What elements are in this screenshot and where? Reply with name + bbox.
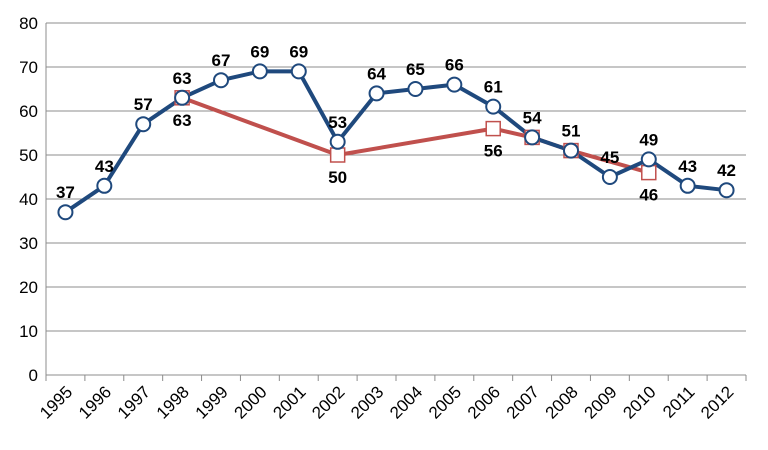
series-1-data-label: 53 [328,113,347,132]
series-2-point [329,147,346,163]
series-1-point [96,177,113,194]
series-markers [57,63,735,221]
series-1-point [174,89,191,106]
x-tick-label: 2011 [659,382,698,421]
x-tick-label: 2005 [425,382,465,422]
series-1-data-label: 42 [717,161,736,180]
y-tick-label: 30 [19,234,38,253]
y-tick-label: 0 [29,366,38,385]
x-tick-label: 2009 [581,382,621,422]
series-1-point [329,133,346,150]
x-tick-label: 2008 [542,382,582,422]
series-1-point [290,63,307,80]
series-1-data-label: 63 [173,69,192,88]
series-1-point [213,72,229,89]
series-2-point [485,120,501,137]
y-axis-ticks: 0 10 20 30 40 50 60 70 80 [19,14,38,385]
data-labels: 37 43 57 63 67 69 69 53 64 65 66 61 54 51 45 49 43 42 63 50… [56,42,736,204]
gridlines [46,22,746,332]
y-tick-label: 20 [19,278,38,297]
x-tick-label: 2000 [231,382,271,422]
series-2-point [641,164,657,181]
y-tick-label: 10 [19,322,38,341]
series-1-data-label: 66 [445,56,464,75]
x-tick-label: 2010 [619,382,659,422]
series-2-data-label: 56 [484,142,503,161]
y-tick-label: 70 [19,58,38,77]
series-1-point [679,177,696,194]
series-1-data-label: 64 [367,64,386,83]
series-2-data-label: 50 [328,168,347,187]
series-1-point [446,76,463,93]
y-tick-label: 50 [19,146,38,165]
series-lines [64,69,727,214]
y-tick-label: 40 [19,190,38,209]
x-axis-ticks: 1995199619971998199920002001200220032004… [36,382,737,422]
series-1-data-label: 54 [523,108,542,127]
series-1-data-label: 43 [95,157,114,176]
series-2-line [181,95,650,175]
series-2-data-label: 63 [173,111,192,130]
series-2-data-label: 46 [639,186,658,205]
series-1-data-label: 61 [484,78,503,97]
series-1-point [601,169,618,185]
x-tick-label: 2003 [347,382,387,422]
series-1-data-label: 43 [678,157,697,176]
series-1-data-label: 45 [600,148,619,167]
series-1-point [135,116,152,133]
series-1-data-label: 37 [56,183,75,202]
series-1-data-label: 51 [562,122,581,141]
series-1-point [563,142,579,159]
x-tick-label: 2004 [386,382,426,422]
series-1-point [407,81,424,97]
series-1-point [57,204,74,221]
x-tick-label: 2002 [308,382,348,422]
x-tick-label: 1996 [75,382,115,422]
series-1-data-label: 67 [212,51,231,70]
series-1-data-label: 57 [134,95,153,114]
x-tick-label: 1999 [192,382,232,422]
series-1-data-label: 49 [639,130,658,149]
series-1-data-label: 65 [406,60,425,79]
axes [45,23,747,381]
series-1-data-label: 69 [250,42,269,61]
x-tick-label: 1997 [114,382,154,422]
series-1-data-label: 69 [289,42,308,61]
x-tick-label: 1995 [36,382,76,422]
x-tick-label: 2007 [503,382,543,422]
x-tick-label: 1998 [153,382,193,422]
series-1-point [718,182,735,199]
series-1-point [640,151,657,168]
series-1-point [485,98,502,115]
series-1-point [251,63,268,80]
x-tick-label: 2006 [464,382,504,422]
x-tick-label: 2001 [269,382,309,422]
y-tick-label: 60 [19,102,38,121]
x-tick-label: 2012 [697,382,737,422]
series-1-line [64,69,727,214]
y-tick-label: 80 [19,14,38,33]
series-1-point [524,129,541,146]
series-1-point [368,85,385,102]
